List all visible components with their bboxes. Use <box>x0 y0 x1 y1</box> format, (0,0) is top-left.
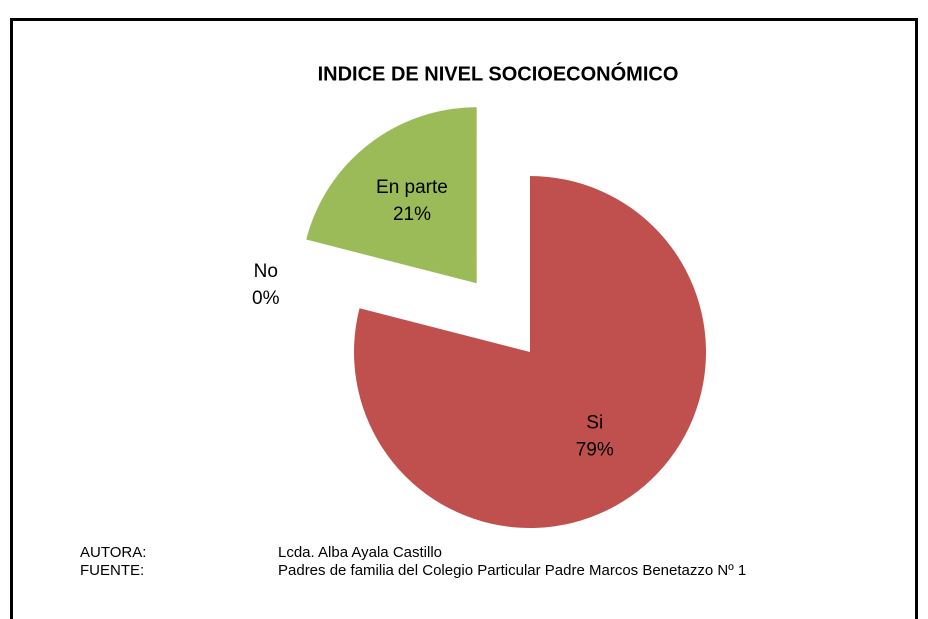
note-label: FUENTE: <box>80 562 144 579</box>
slice-category-label: En parte <box>376 177 448 198</box>
pie-slice <box>306 107 477 284</box>
slice-value-label: 21% <box>393 204 431 225</box>
slice-category-label: Si <box>586 412 603 433</box>
slice-category-label: No <box>254 261 278 282</box>
slice-value-label: 79% <box>576 439 614 460</box>
note-text: Padres de familia del Colegio Particular… <box>278 562 746 579</box>
note-label: AUTORA: <box>80 544 146 561</box>
chart-frame <box>10 18 918 619</box>
pie-slice <box>353 176 706 528</box>
note-text: Lcda. Alba Ayala Castillo <box>278 544 442 561</box>
chart-title: INDICE DE NIVEL SOCIOECONÓMICO <box>318 61 679 85</box>
slice-value-label: 0% <box>252 288 280 309</box>
